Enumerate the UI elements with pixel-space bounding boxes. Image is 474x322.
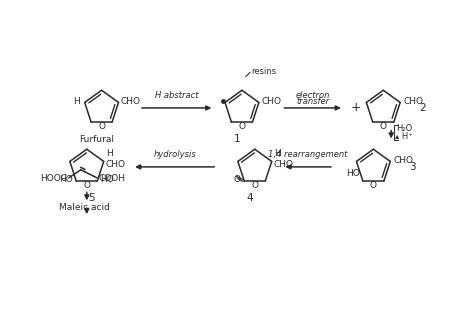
Text: O: O [233, 175, 240, 184]
Text: 3: 3 [409, 162, 416, 172]
Text: hydrolysis: hydrolysis [154, 150, 196, 159]
Text: CHO: CHO [273, 160, 294, 169]
Text: HOOC: HOOC [40, 174, 67, 183]
Text: H abstract: H abstract [155, 91, 199, 100]
Text: H₂O: H₂O [396, 124, 412, 133]
Text: H: H [73, 97, 80, 106]
Text: H: H [273, 149, 281, 158]
Text: 2: 2 [419, 103, 426, 113]
Text: O: O [251, 181, 258, 190]
Text: resins: resins [251, 67, 276, 76]
Text: +: + [350, 101, 361, 114]
Text: CHO: CHO [262, 97, 282, 106]
Text: electron: electron [295, 91, 330, 100]
Text: CHO: CHO [393, 156, 413, 165]
Text: HO: HO [60, 175, 73, 184]
Text: O: O [370, 181, 377, 190]
Text: 1: 1 [234, 134, 240, 144]
Text: HO: HO [100, 175, 114, 184]
Text: O: O [380, 122, 387, 131]
Text: CHO: CHO [120, 97, 140, 106]
Text: 5: 5 [89, 193, 95, 204]
Text: O: O [98, 122, 105, 131]
Text: O: O [238, 122, 246, 131]
Text: H: H [106, 149, 112, 158]
Text: Furfural: Furfural [79, 135, 114, 144]
Text: transfer: transfer [296, 97, 329, 106]
Text: CHO: CHO [403, 97, 423, 106]
Text: O: O [83, 181, 90, 190]
Text: Maleic acid: Maleic acid [59, 203, 110, 212]
Text: 1,4 rearrangement: 1,4 rearrangement [268, 150, 348, 159]
Text: 4: 4 [246, 193, 253, 204]
Text: COOH: COOH [99, 174, 126, 183]
Text: HO: HO [346, 169, 360, 178]
Text: CHO: CHO [106, 160, 126, 169]
Text: ▴ H⁺: ▴ H⁺ [395, 132, 413, 141]
